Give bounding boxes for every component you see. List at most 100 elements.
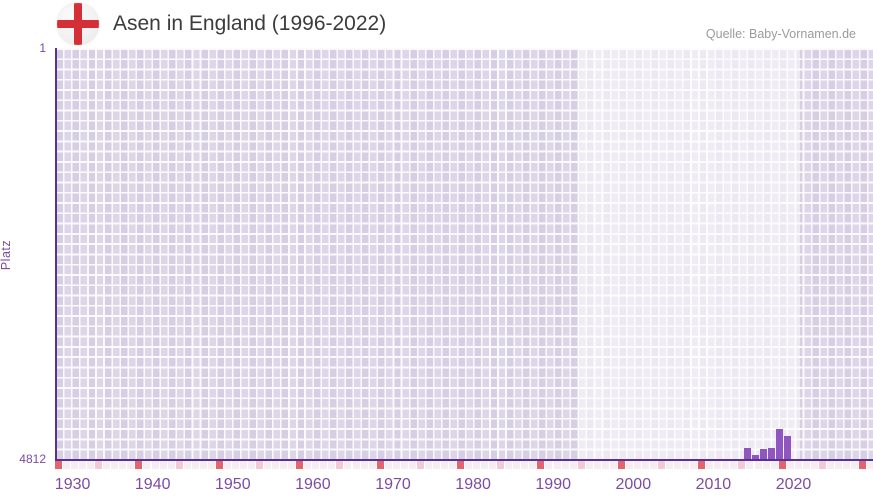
decade-strip-cell — [682, 461, 690, 469]
y-tick-max: 1 — [39, 41, 46, 55]
decade-strip-cell — [280, 461, 288, 469]
decade-strip-cell — [569, 461, 577, 469]
decade-strip-cell — [545, 461, 553, 469]
x-tick-label: 2020 — [775, 476, 812, 493]
decade-strip-cell — [834, 461, 842, 469]
decade-strip-cell — [207, 461, 215, 469]
decade-strip-cell — [698, 461, 706, 469]
decade-strip-cell — [143, 461, 151, 469]
decade-strip-cell — [63, 461, 70, 469]
decade-strip-cell — [135, 461, 143, 469]
decade-strip-cell — [617, 461, 625, 469]
decade-strip-cell — [770, 461, 778, 469]
decade-strip-cell — [738, 461, 746, 469]
decade-strip-cell — [344, 461, 352, 469]
decade-strip-cell — [674, 461, 682, 469]
bar-2019[interactable] — [783, 435, 791, 459]
chart-title: Asen in England (1996-2022) — [113, 12, 387, 35]
decade-strip-cell — [867, 461, 873, 469]
decade-strip-cell — [328, 461, 336, 469]
decade-strip-cell — [223, 461, 231, 469]
decade-strip-cell — [272, 461, 280, 469]
decade-strip-cell — [376, 461, 384, 469]
decade-strip-cell — [127, 461, 135, 469]
decade-strip-cell — [231, 461, 239, 469]
decade-strip-cell — [408, 461, 416, 469]
decade-strip-cell — [159, 461, 167, 469]
x-tick-label: 1990 — [535, 476, 571, 493]
decade-strip-cell — [633, 461, 641, 469]
decade-strip-cell — [191, 461, 199, 469]
decade-strip-cell — [368, 461, 376, 469]
decade-strip-cell — [505, 461, 513, 469]
decade-strip-cell — [754, 461, 762, 469]
decade-strip-cell — [658, 461, 665, 469]
decade-strip-cell — [416, 461, 424, 469]
bar-2017[interactable] — [767, 448, 775, 459]
decade-strip-cell — [593, 461, 601, 469]
decade-strip-cell — [95, 461, 103, 469]
decade-strip-cell — [609, 461, 617, 469]
decade-strip-cell — [778, 461, 786, 469]
decade-strip-cell — [256, 461, 263, 469]
x-tick-label: 1950 — [215, 476, 251, 493]
decade-strip-cell — [529, 461, 537, 469]
decade-strip-cell — [802, 461, 810, 469]
decade-strip-cell — [440, 461, 448, 469]
x-tick-label: 2000 — [615, 476, 652, 493]
decade-strip-cell — [706, 461, 714, 469]
decade-strip-cell — [553, 461, 561, 469]
decade-strip-cell — [392, 461, 400, 469]
decade-strip-cell — [730, 461, 738, 469]
decade-strip-cell — [119, 461, 127, 469]
decade-strip-cell — [794, 461, 802, 469]
decade-strip-cell — [690, 461, 698, 469]
decade-strip-cell — [352, 461, 360, 469]
decade-strip-cell — [55, 461, 62, 469]
decade-strip-cell — [296, 461, 304, 469]
decade-strip-cell — [561, 461, 569, 469]
decade-strip-cell — [818, 461, 826, 469]
decade-strip-cell — [320, 461, 328, 469]
decade-strip-cell — [666, 461, 673, 469]
highlight-band — [578, 48, 800, 459]
decade-strip-cell — [71, 461, 79, 469]
bar-2015[interactable] — [751, 455, 759, 459]
decade-strip-cell — [859, 461, 866, 469]
x-tick-label: 1930 — [54, 476, 91, 493]
decade-strip-cell — [424, 461, 432, 469]
x-tick-label: 1960 — [295, 476, 331, 493]
bar-2016[interactable] — [759, 448, 767, 459]
bar-2018[interactable] — [775, 428, 783, 459]
plot-area — [55, 48, 873, 459]
decade-strip-cell — [521, 461, 529, 469]
bar-2014[interactable] — [743, 448, 751, 459]
decade-strip-cell — [264, 461, 271, 469]
decade-strip-cell — [304, 461, 312, 469]
decade-strip-cell — [199, 461, 207, 469]
decade-strip-cell — [537, 461, 545, 469]
decade-strip-cell — [457, 461, 464, 469]
decade-strip-cell — [79, 461, 87, 469]
decade-strip-cell — [714, 461, 722, 469]
decade-strip-cell — [465, 461, 472, 469]
y-tick-min: 4812 — [19, 452, 46, 466]
decade-strip-cell — [513, 461, 521, 469]
x-tick-label: 1970 — [375, 476, 411, 493]
x-tick-label: 1940 — [134, 476, 171, 493]
decade-strip-cell — [248, 461, 255, 469]
x-tick-label: 1980 — [455, 476, 491, 493]
x-axis-labels: 1930 1940 1950 1960 1970 1980 1990 2000 2010 2020 — [0, 476, 873, 496]
decade-strip-cell — [312, 461, 320, 469]
decade-strip-cell — [167, 461, 175, 469]
decade-strip-cell — [151, 461, 159, 469]
decade-strip-cell — [810, 461, 818, 469]
x-tick-label: 2010 — [695, 476, 732, 493]
decade-strip-cell — [183, 461, 191, 469]
y-axis-title: Platz — [0, 239, 13, 271]
decade-strip-cell — [577, 461, 585, 469]
decade-strip — [55, 461, 873, 469]
decade-strip-cell — [481, 461, 489, 469]
decade-strip-cell — [87, 461, 95, 469]
decade-strip-cell — [449, 461, 456, 469]
